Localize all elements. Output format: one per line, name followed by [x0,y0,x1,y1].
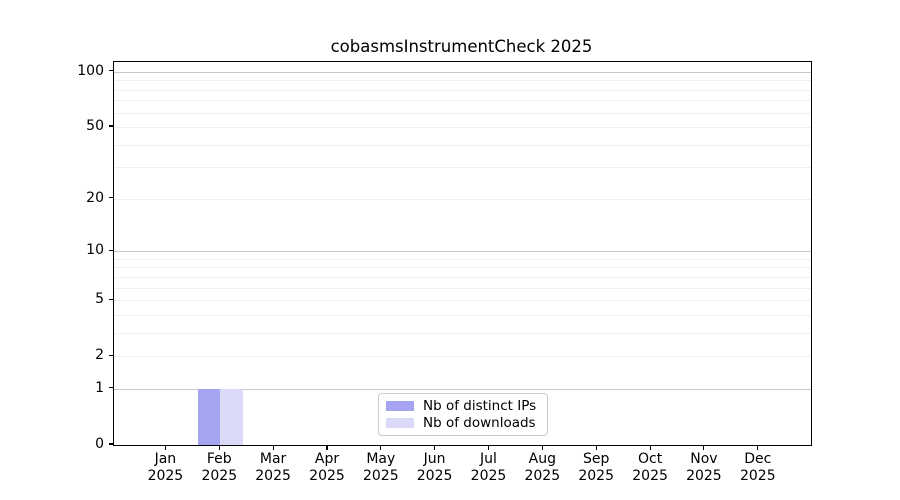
gridline-minor [114,167,811,169]
legend-label-downloads: Nb of downloads [423,415,536,432]
x-tick-label: Jun 2025 [416,451,453,484]
plot-area [113,61,812,446]
x-tick-label: Nov 2025 [686,451,722,484]
gridline-major [114,388,811,390]
x-tick-label: Feb 2025 [201,451,238,484]
gridline-minor [114,89,811,91]
gridline-minor [114,267,811,269]
bar-downloads [220,388,243,445]
gridline-minor [114,144,811,146]
x-tick-mark [218,444,220,450]
x-tick-mark [272,444,274,450]
legend-item-downloads: Nb of downloads [386,415,540,431]
y-tick-mark [108,70,114,72]
x-tick-label: May 2025 [362,451,399,484]
gridline-minor [114,198,811,200]
x-tick-mark [380,444,382,450]
legend-label-distinct-ips: Nb of distinct IPs [423,397,537,414]
gridline-minor [114,100,811,102]
bar-distinct-ips [197,388,221,445]
gridline-minor [114,356,811,358]
x-tick-mark [487,444,490,450]
y-tick-label: 50 [86,118,104,134]
x-tick-mark [541,444,543,450]
x-tick-mark [703,444,705,450]
y-tick-label: 5 [95,291,104,308]
y-tick-mark [108,249,114,251]
y-tick-label: 100 [77,62,104,79]
x-tick-mark [326,444,328,450]
x-tick-mark [649,444,651,450]
gridline-minor [114,287,811,289]
y-tick-mark [108,387,114,389]
y-tick-label: 1 [95,379,104,396]
y-tick-mark [108,197,114,199]
gridline-major [114,71,811,73]
y-tick-label: 10 [86,242,104,259]
x-tick-label: Mar 2025 [255,451,291,484]
gridline-minor [114,80,811,82]
x-tick-label: Apr 2025 [309,451,345,484]
gridline-minor [114,258,811,260]
legend-swatch-distinct-ips [386,400,414,411]
gridline-minor [114,314,811,316]
x-tick-label: Dec 2025 [739,451,776,484]
chart-title: cobasmsInstrumentCheck 2025 [330,37,593,56]
gridline-minor [114,112,811,114]
gridline-minor [114,332,811,334]
y-tick-mark [108,125,114,127]
gridline-minor [114,276,811,278]
y-tick-label: 20 [86,189,104,206]
legend-item-distinct-ips: Nb of distinct IPs [386,398,540,414]
x-tick-mark [757,444,759,450]
x-tick-mark [164,444,166,450]
y-tick-label: 0 [95,436,104,452]
legend: Nb of distinct IPs Nb of downloads [378,393,548,436]
y-tick-mark [108,443,114,445]
y-tick-mark [108,298,114,300]
x-tick-label: Aug 2025 [524,451,561,484]
gridline-major [114,251,811,253]
x-tick-mark [595,444,597,450]
legend-swatch-downloads [386,418,414,429]
x-tick-label: Jan 2025 [147,451,184,484]
y-tick-mark [108,354,114,356]
x-tick-label: Jul 2025 [470,451,507,484]
x-tick-mark [434,444,436,450]
y-tick-label: 2 [95,347,104,364]
x-tick-label: Sep 2025 [578,451,614,484]
x-tick-label: Oct 2025 [632,451,668,484]
gridline-minor [114,300,811,302]
gridline-minor [114,127,811,128]
